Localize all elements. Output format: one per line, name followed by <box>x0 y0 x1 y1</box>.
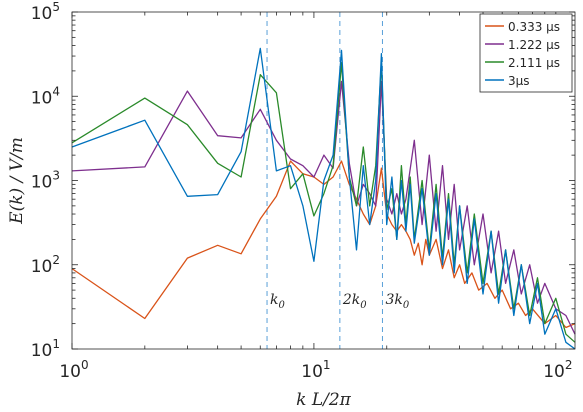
y-tick-label-base: 10 <box>31 341 53 361</box>
x-tick-label-base: 10 <box>301 362 323 382</box>
x-tick-label-base: 10 <box>543 362 565 382</box>
y-tick-label: 105 <box>31 0 60 24</box>
x-tick-label: 101 <box>301 358 330 382</box>
y-tick-label-exp: 1 <box>52 337 60 351</box>
y-axis-label: E(k) / V/m <box>7 137 27 225</box>
harmonic-label-main: k <box>270 292 278 308</box>
x-tick-label: 100 <box>59 358 88 382</box>
y-tick-label-base: 10 <box>31 88 53 108</box>
x-tick-label-base: 10 <box>59 362 81 382</box>
y-tick-label-exp: 3 <box>52 169 60 183</box>
y-tick-label-base: 10 <box>31 4 53 24</box>
harmonic-label-sub: 0 <box>403 300 410 311</box>
legend: 0.333 μs 1.222 μs 2.111 μs 3μs <box>479 13 573 93</box>
harmonic-label: 3k0 <box>385 292 409 311</box>
y-tick-label-exp: 5 <box>52 0 60 14</box>
series-line <box>71 47 576 350</box>
y-tick-label: 104 <box>31 84 60 108</box>
legend-entry: 0.333 μs <box>508 20 560 34</box>
y-tick-label-exp: 4 <box>52 84 60 98</box>
legend-entry: 3μs <box>508 74 530 88</box>
harmonic-label-main: 3k <box>385 292 402 308</box>
harmonic-label-main: 2k <box>342 292 360 308</box>
y-tick-label-base: 10 <box>31 257 53 277</box>
harmonic-label-sub: 0 <box>279 300 286 311</box>
axis-labels: k L/2π E(k) / V/m <box>7 137 352 410</box>
y-tick-label: 103 <box>31 169 60 193</box>
y-tick-label: 101 <box>31 337 60 361</box>
series-group <box>71 47 576 350</box>
x-axis-label: k L/2π <box>296 390 352 410</box>
harmonic-label: 2k0 <box>342 292 367 311</box>
x-tick-label-exp: 2 <box>565 358 573 372</box>
y-tick-label-base: 10 <box>31 173 53 193</box>
x-tick-label-exp: 1 <box>323 358 331 372</box>
legend-entry: 1.222 μs <box>508 38 560 52</box>
harmonic-label-sub: 0 <box>360 300 367 311</box>
harmonic-label: k0 <box>270 292 285 311</box>
y-tick-label-exp: 2 <box>52 253 60 267</box>
x-tick-label-exp: 0 <box>81 358 89 372</box>
legend-entry: 2.111 μs <box>508 56 560 70</box>
x-tick-label: 102 <box>543 358 572 382</box>
y-tick-label: 102 <box>31 253 60 277</box>
legend-box <box>479 13 573 93</box>
